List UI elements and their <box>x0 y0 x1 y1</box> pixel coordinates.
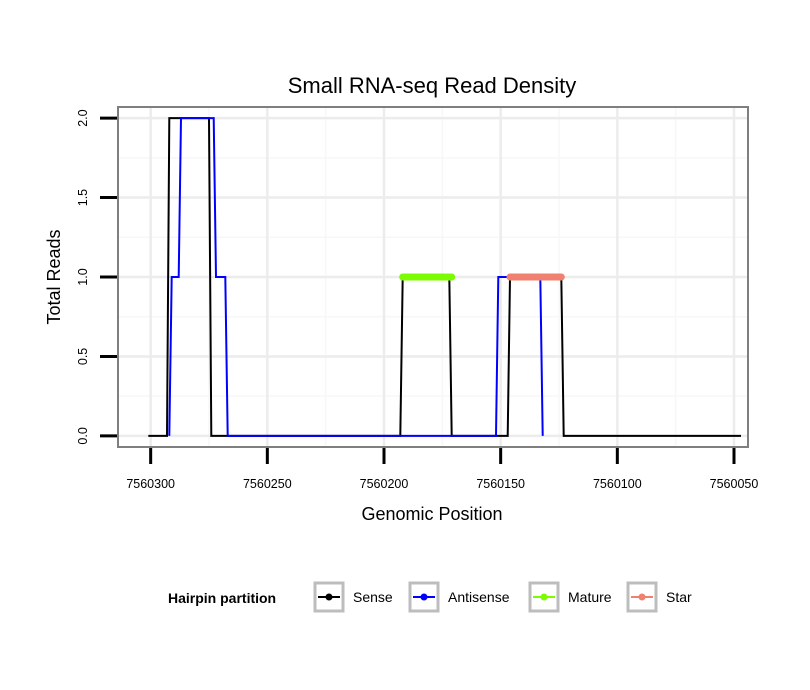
legend: Hairpin partition Sense Antisense Mature St… <box>168 581 692 613</box>
legend-key-point-antisense <box>420 593 428 601</box>
legend-label-antisense: Antisense <box>448 589 510 605</box>
y-tick-label: 1.0 <box>76 268 90 285</box>
x-tick-label: 7560200 <box>360 477 409 491</box>
x-tick-label: 7560150 <box>476 477 525 491</box>
legend-label-star: Star <box>666 589 692 605</box>
chart-title: Small RNA-seq Read Density <box>288 73 577 98</box>
x-axis-title: Genomic Position <box>361 504 502 524</box>
y-tick-label: 0.5 <box>76 348 90 365</box>
y-tick-label: 1.5 <box>76 189 90 206</box>
x-axis: 7560300 7560250 7560200 7560150 7560100 75600… <box>126 448 758 491</box>
legend-key-point-star <box>638 593 646 601</box>
x-tick-label: 7560250 <box>243 477 292 491</box>
legend-label-mature: Mature <box>568 589 612 605</box>
y-tick-label: 0.0 <box>76 427 90 444</box>
legend-title: Hairpin partition <box>168 590 276 606</box>
y-axis: 0.0 0.5 1.0 1.5 2.0 <box>76 109 117 445</box>
y-axis-title: Total Reads <box>44 229 64 324</box>
series-line-antisense <box>168 117 544 437</box>
y-tick-label: 2.0 <box>76 109 90 126</box>
series-layer <box>148 117 741 437</box>
legend-key-point-mature <box>540 593 548 601</box>
x-tick-label: 7560300 <box>126 477 175 491</box>
x-tick-label: 7560050 <box>710 477 759 491</box>
legend-key-point-sense <box>325 593 333 601</box>
x-tick-label: 7560100 <box>593 477 642 491</box>
legend-label-sense: Sense <box>353 589 393 605</box>
panel-border <box>117 106 749 448</box>
